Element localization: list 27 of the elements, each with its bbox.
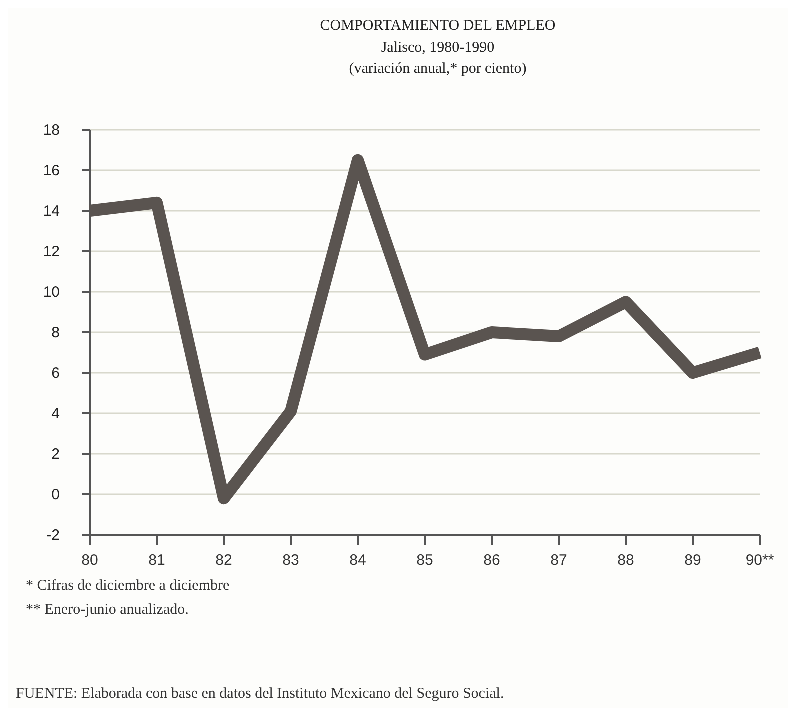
y-tick-label: -2	[46, 527, 60, 544]
text: * Cifras de diciembre a diciembre	[26, 578, 230, 594]
source-note: FUENTE: Elaborada con base en datos del Instituto Mexicano del Seguro Social.	[16, 686, 504, 702]
text: ** Enero-junio anualizado.	[26, 602, 189, 618]
y-tick-label: 14	[43, 203, 60, 220]
y-tick-label: 16	[43, 162, 60, 180]
y-tick-label: 6	[52, 365, 60, 382]
x-tick-label: 82	[216, 552, 232, 569]
y-tick-label: 2	[52, 446, 60, 463]
x-tick-label: 83	[282, 552, 300, 569]
chart-subtitle: Jalisco, 1980-1990 (variación anual,* por ciento)	[349, 40, 527, 77]
x-tick-label: 85	[416, 552, 434, 569]
x-tick-label: 90**	[746, 552, 774, 569]
y-tick-label: 0	[52, 486, 60, 504]
y-tick-label: 8	[52, 324, 60, 342]
y-tick-label: 18	[43, 122, 60, 139]
y-tick-label: 12	[43, 244, 60, 260]
y-tick-label: 10	[43, 284, 60, 301]
y-tick-label: 4	[52, 406, 60, 422]
chart-title: COMPORTAMIENTO DEL EMPLEO	[320, 18, 556, 34]
x-tick-label: 84	[350, 552, 366, 569]
x-tick-label: 88	[618, 552, 634, 569]
x-tick-label: 80	[82, 552, 98, 569]
x-tick-label: 86	[484, 552, 500, 569]
x-tick-label: 89	[684, 552, 702, 569]
x-tick-label: 81	[148, 552, 166, 569]
x-tick-label: 87	[550, 552, 568, 569]
